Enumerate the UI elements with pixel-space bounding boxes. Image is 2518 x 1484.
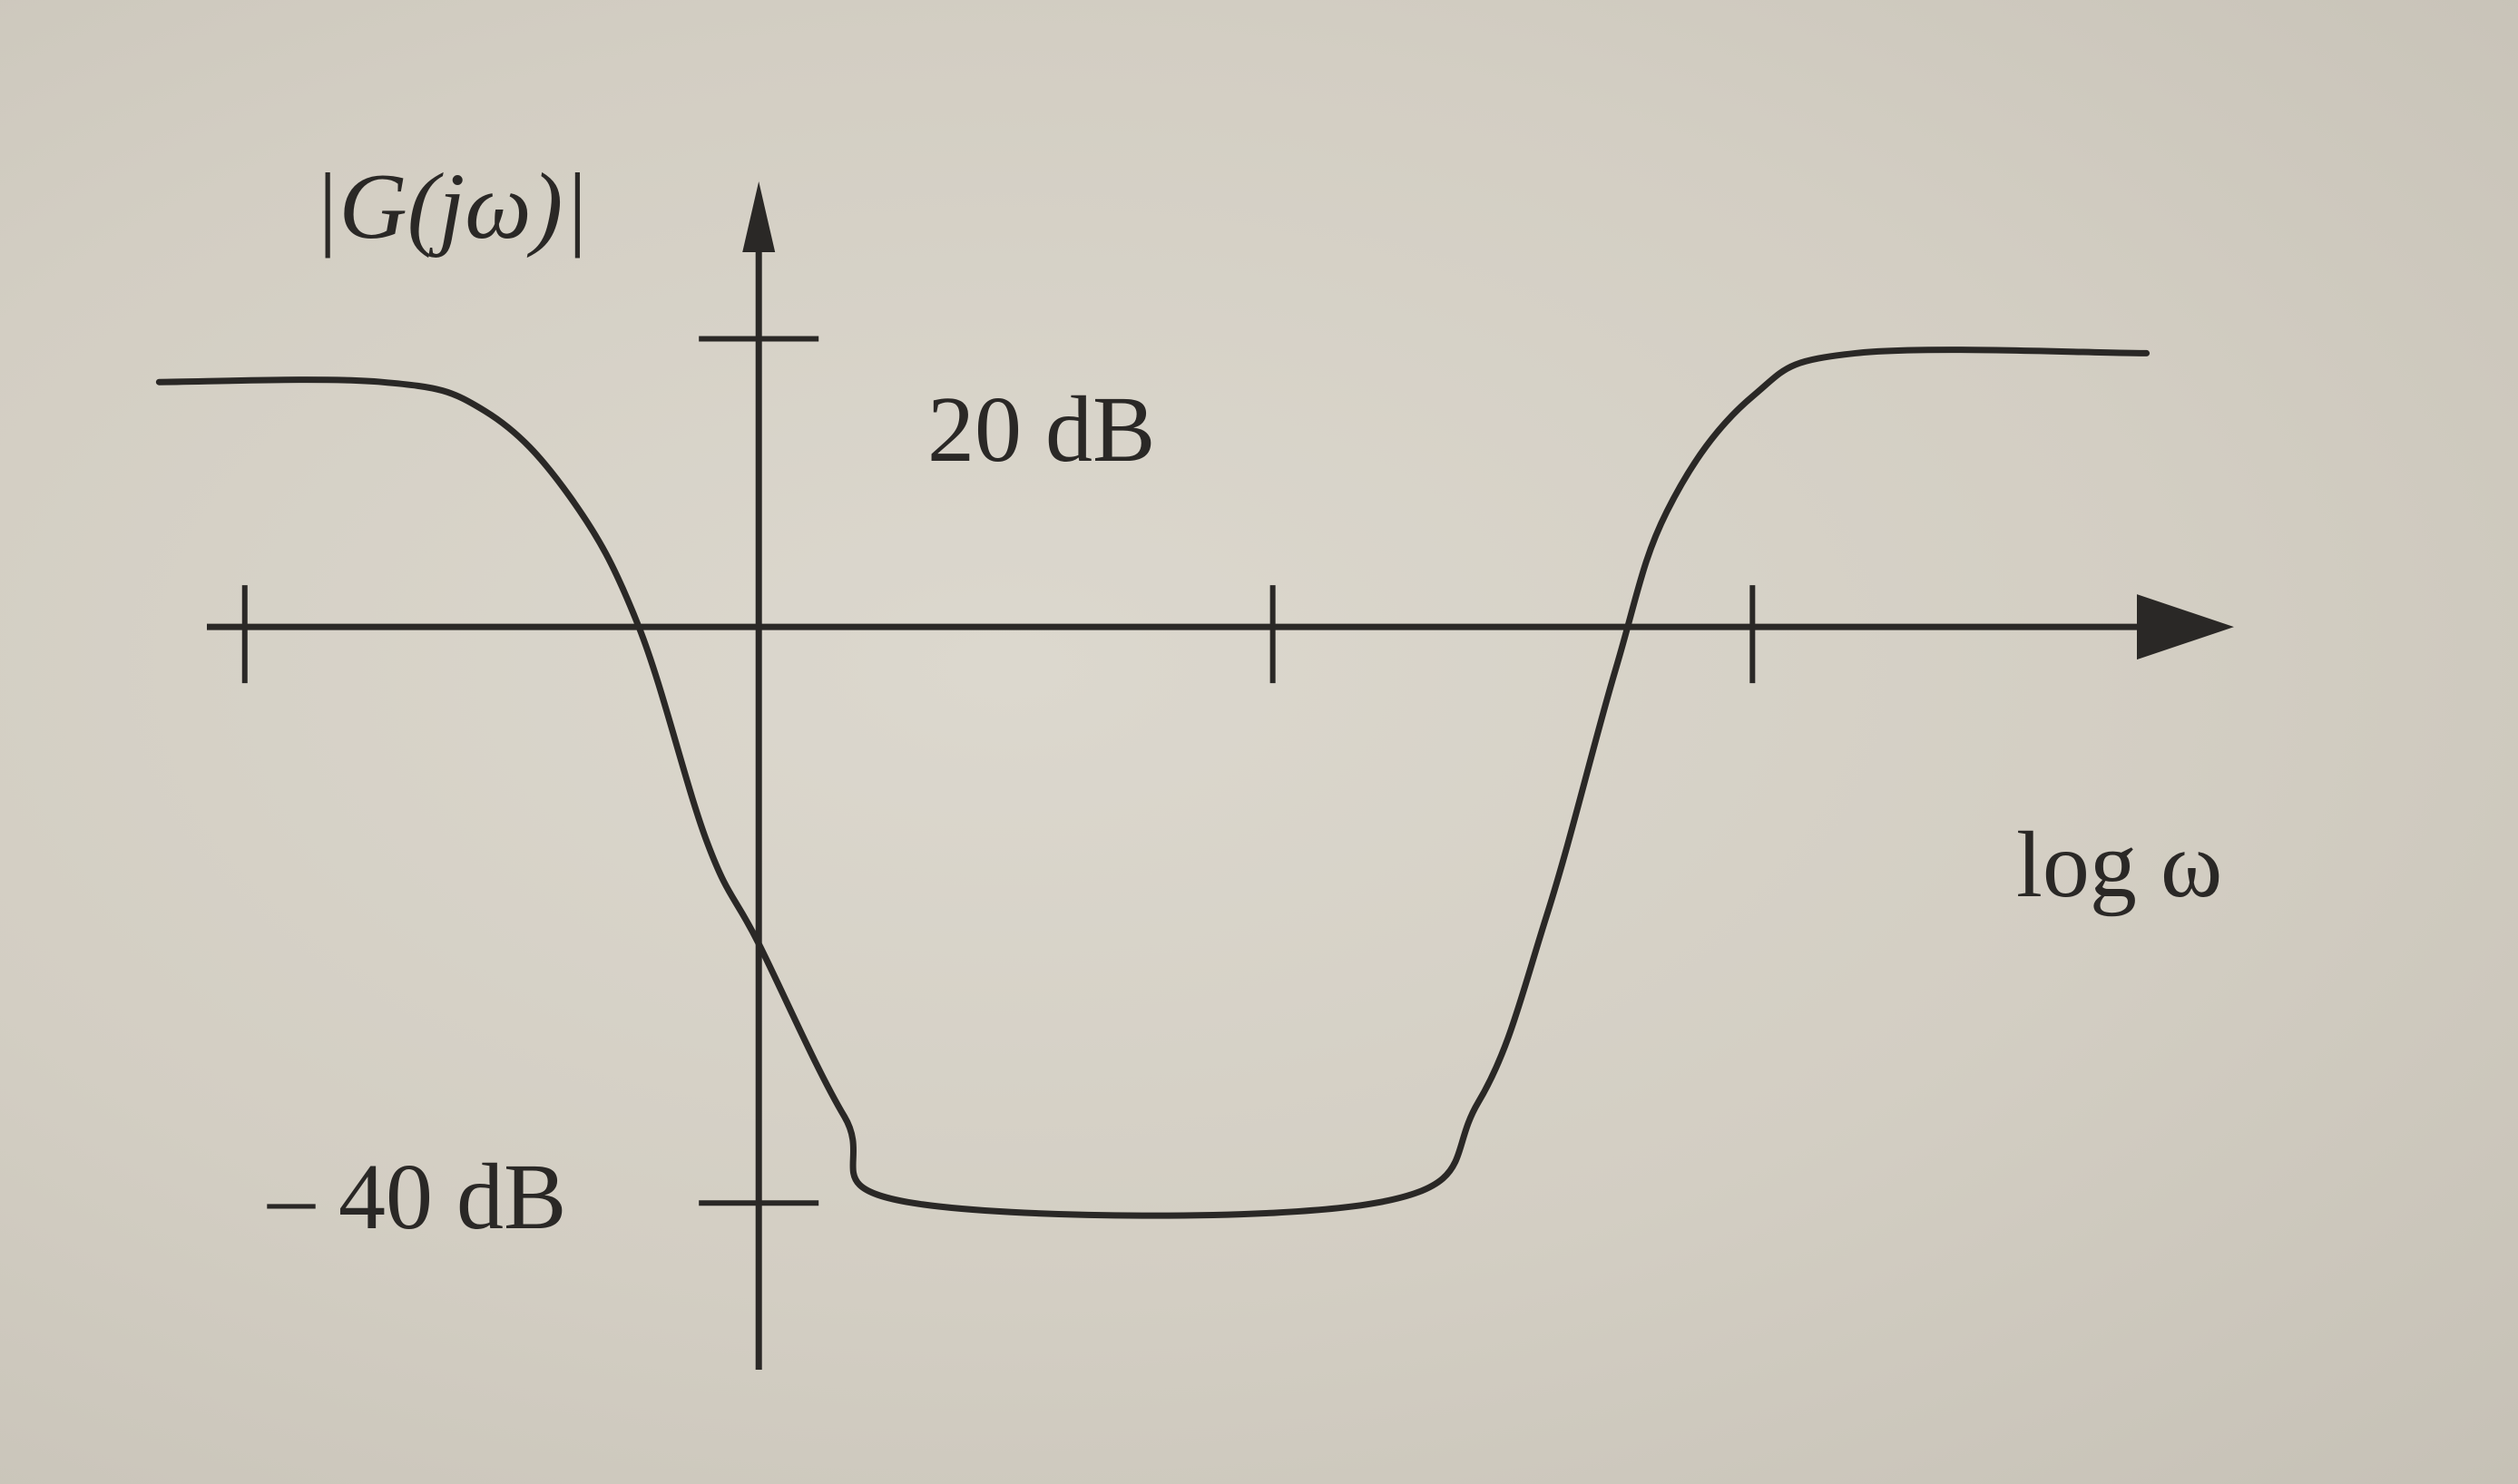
axes xyxy=(207,181,2234,1370)
x-axis-label: log ω xyxy=(2016,813,2222,917)
curve-group xyxy=(155,347,2151,1219)
x-axis-arrowhead xyxy=(2137,594,2234,660)
y-tick-label-20db: 20 dB xyxy=(927,377,1155,482)
magnitude-curve xyxy=(155,347,2151,1219)
ticks xyxy=(241,336,1756,1206)
y-axis-label: |G(jω)| xyxy=(313,154,589,259)
y-tick-label-minus-40db: – 40 dB xyxy=(267,1145,566,1249)
y-axis-arrowhead xyxy=(742,181,776,252)
